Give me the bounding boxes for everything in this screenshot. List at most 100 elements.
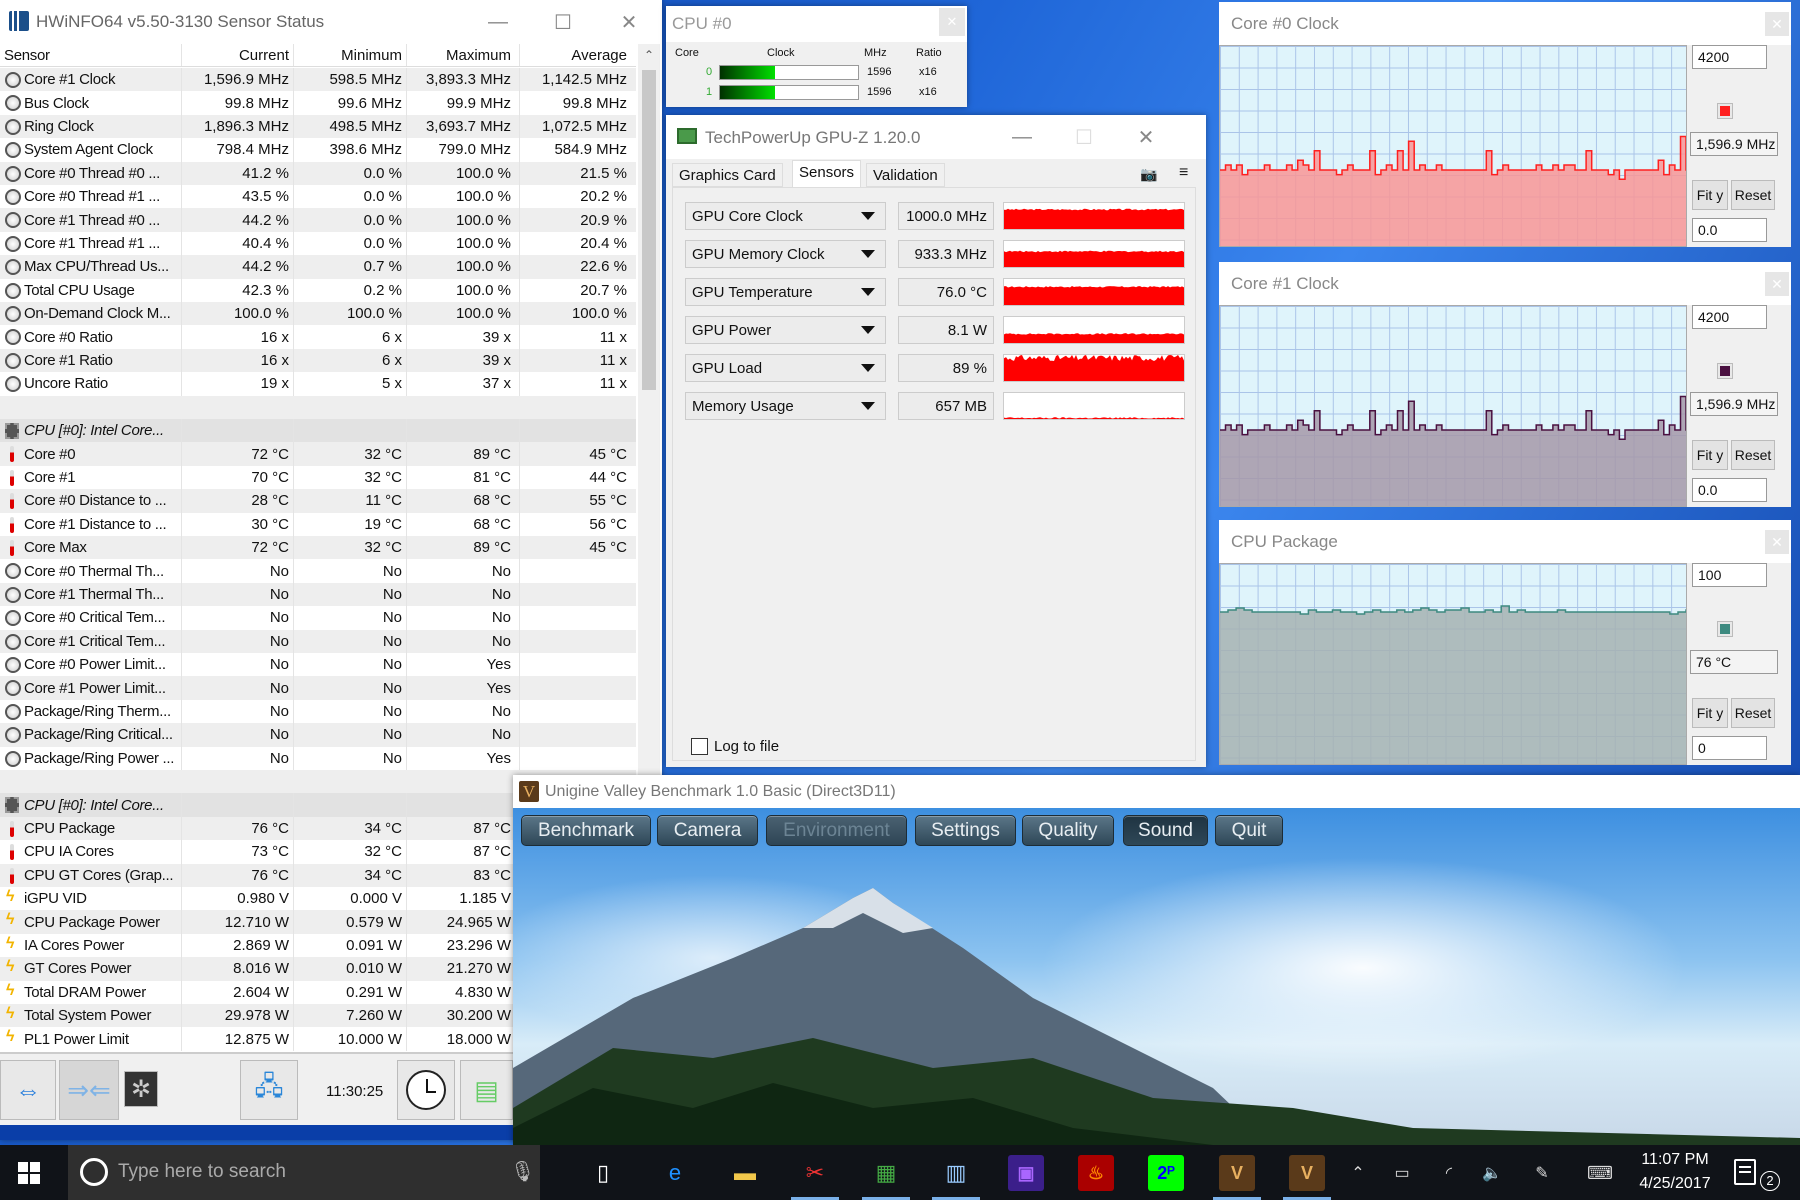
- table-row[interactable]: Package/Ring Power ... No No Yes: [0, 746, 636, 770]
- menu-button-quality[interactable]: Quality: [1022, 815, 1114, 846]
- close-button[interactable]: ✕: [620, 11, 638, 34]
- table-row[interactable]: Total CPU Usage 42.3 % 0.2 % 100.0 % 20.7 %: [0, 278, 636, 302]
- pen-workspace-icon[interactable]: ✎: [1535, 1165, 1549, 1182]
- fan-icon[interactable]: ✲: [124, 1071, 158, 1107]
- close-button[interactable]: ✕: [1765, 530, 1789, 554]
- touch-keyboard-icon[interactable]: ⌨: [1587, 1162, 1613, 1183]
- reset-button[interactable]: Reset: [1731, 180, 1775, 210]
- table-row[interactable]: Core #1 Thermal Th... No No No: [0, 582, 636, 607]
- edge-icon[interactable]: e: [668, 1160, 682, 1185]
- start-windows-icon[interactable]: [18, 1162, 40, 1184]
- close-button[interactable]: ✕: [1765, 12, 1789, 36]
- fit-y-button[interactable]: Fit y: [1692, 180, 1728, 210]
- menu-button-quit[interactable]: Quit: [1215, 815, 1283, 846]
- graph-title-bar[interactable]: CPU Package: [1219, 520, 1791, 563]
- table-row[interactable]: Core #1 Thread #1 ... 40.4 % 0.0 % 100.0 % 2…: [0, 231, 636, 256]
- clock-reset-icon[interactable]: [397, 1060, 455, 1120]
- table-row[interactable]: Package/Ring Therm... No No No: [0, 699, 636, 724]
- table-row[interactable]: CPU IA Cores 73 °C 32 °C 87 °C: [0, 840, 636, 864]
- unigine-valley-icon[interactable]: V: [1289, 1155, 1325, 1191]
- table-row[interactable]: ϟ PL1 Power Limit 12.875 W 10.000 W 18.000 W: [0, 1027, 636, 1051]
- y-min-input[interactable]: 0.0: [1692, 218, 1767, 242]
- search-box[interactable]: Type here to search 🎙: [68, 1145, 540, 1200]
- menu-button-environment[interactable]: Environment: [766, 815, 907, 846]
- sensor-group-header[interactable]: CPU [#0]: Intel Core...: [0, 419, 636, 443]
- tab-graphics-card[interactable]: Graphics Card: [672, 163, 783, 187]
- snipping-tool-icon[interactable]: ✂: [805, 1160, 825, 1185]
- network-icon[interactable]: 🖧: [240, 1060, 298, 1120]
- column-header-sensor[interactable]: Sensor: [0, 44, 182, 67]
- menu-button-camera[interactable]: Camera: [657, 815, 758, 846]
- table-row[interactable]: ϟ IA Cores Power 2.869 W 0.091 W 23.296 W: [0, 933, 636, 958]
- menu-icon[interactable]: ≡: [1179, 164, 1189, 181]
- table-row[interactable]: Core #0 Thread #1 ... 43.5 % 0.0 % 100.0 % 2…: [0, 185, 636, 209]
- table-row[interactable]: Package/Ring Critical... No No No: [0, 723, 636, 747]
- table-row[interactable]: System Agent Clock 798.4 MHz 398.6 MHz 799.…: [0, 138, 636, 162]
- y-max-input[interactable]: 4200: [1692, 305, 1767, 329]
- maximize-button[interactable]: ☐: [554, 11, 572, 34]
- fit-y-button[interactable]: Fit y: [1692, 698, 1728, 728]
- file-explorer-icon[interactable]: ▬: [734, 1160, 756, 1185]
- table-row[interactable]: Core #0 72 °C 32 °C 89 °C 45 °C: [0, 442, 636, 466]
- graph-title-bar[interactable]: Core #1 Clock: [1219, 262, 1791, 305]
- volume-icon[interactable]: 🔈: [1482, 1165, 1502, 1182]
- table-row[interactable]: Core #0 Power Limit... No No Yes: [0, 653, 636, 677]
- sensor-select[interactable]: GPU Core Clock: [685, 202, 886, 230]
- gpuz-title-bar[interactable]: TechPowerUp GPU-Z 1.20.0 — ☐ ✕: [666, 115, 1206, 159]
- table-row[interactable]: Bus Clock 99.8 MHz 99.6 MHz 99.9 MHz 99.8 MH…: [0, 91, 636, 115]
- action-center-icon[interactable]: [1734, 1159, 1756, 1185]
- y-min-input[interactable]: 0.0: [1692, 478, 1767, 502]
- sensor-select[interactable]: GPU Load: [685, 354, 886, 382]
- maximize-button[interactable]: ☐: [1075, 126, 1093, 149]
- expand-columns-icon[interactable]: ⇔: [0, 1060, 56, 1120]
- sensor-select[interactable]: GPU Memory Clock: [685, 240, 886, 268]
- table-row[interactable]: ϟ iGPU VID 0.980 V 0.000 V 1.185 V: [0, 887, 636, 911]
- table-row[interactable]: Core #1 Distance to ... 30 °C 19 °C 68 °C 56…: [0, 512, 636, 536]
- scrollbar-thumb[interactable]: [642, 70, 656, 390]
- close-button[interactable]: ✕: [1137, 126, 1155, 149]
- sensor-group-header[interactable]: CPU [#0]: Intel Core...: [0, 793, 636, 817]
- furmark-icon[interactable]: ♨: [1078, 1155, 1114, 1191]
- column-header-minimum[interactable]: Minimum: [294, 44, 407, 67]
- log-to-file-checkbox[interactable]: [691, 738, 708, 755]
- table-row[interactable]: Core #0 Distance to ... 28 °C 11 °C 68 °C 55…: [0, 489, 636, 513]
- menu-button-benchmark[interactable]: Benchmark: [521, 815, 651, 846]
- reset-button[interactable]: Reset: [1731, 698, 1775, 728]
- column-header-average[interactable]: Average: [571, 46, 627, 64]
- hwinfo-title-bar[interactable]: HWiNFO64 v5.50-3130 Sensor Status — ☐ ✕: [0, 0, 662, 44]
- unigine-valley-icon[interactable]: V: [1219, 1155, 1255, 1191]
- collapse-columns-icon[interactable]: ⇒⇐: [59, 1060, 119, 1120]
- minimize-button[interactable]: —: [488, 10, 508, 33]
- cpu-z-icon[interactable]: ▣: [1008, 1155, 1044, 1191]
- table-row[interactable]: Ring Clock 1,896.3 MHz 498.5 MHz 3,693.7 MH…: [0, 114, 636, 139]
- series-color-swatch[interactable]: [1717, 621, 1733, 637]
- close-button[interactable]: ✕: [939, 8, 965, 36]
- table-row[interactable]: Core #0 Thread #0 ... 41.2 % 0.0 % 100.0 % 2…: [0, 161, 636, 185]
- column-header-maximum[interactable]: Maximum: [407, 44, 520, 67]
- fit-y-button[interactable]: Fit y: [1692, 440, 1728, 470]
- y-max-input[interactable]: 4200: [1692, 45, 1767, 69]
- sensor-select[interactable]: Memory Usage: [685, 392, 886, 420]
- y-min-input[interactable]: 0: [1692, 736, 1767, 760]
- table-row[interactable]: Core #0 Critical Tem... No No No: [0, 606, 636, 630]
- prime95-icon[interactable]: 2ᴾ: [1148, 1155, 1184, 1191]
- show-hidden-icons-chevron-icon[interactable]: ⌃: [1351, 1165, 1365, 1182]
- screenshot-camera-icon[interactable]: 📷: [1140, 166, 1158, 182]
- table-row[interactable]: ϟ GT Cores Power 8.016 W 0.010 W 21.270 W: [0, 957, 636, 981]
- table-row[interactable]: ϟ CPU Package Power 12.710 W 0.579 W 24.965 …: [0, 910, 636, 934]
- scroll-up-icon[interactable]: ⌃: [644, 48, 655, 62]
- unigine-title-bar[interactable]: V Unigine Valley Benchmark 1.0 Basic (Di…: [513, 775, 1800, 808]
- clock-date[interactable]: 4/25/2017: [1639, 1175, 1711, 1192]
- table-row[interactable]: ϟ Total System Power 29.978 W 7.260 W 30.200…: [0, 1004, 636, 1028]
- series-color-swatch[interactable]: [1717, 103, 1733, 119]
- sensor-select[interactable]: GPU Temperature: [685, 278, 886, 306]
- tab-validation[interactable]: Validation: [866, 163, 945, 187]
- series-color-swatch[interactable]: [1717, 363, 1733, 379]
- microphone-icon[interactable]: 🎙: [510, 1161, 536, 1183]
- menu-button-sound[interactable]: Sound: [1123, 815, 1208, 846]
- report-add-icon[interactable]: ▤: [460, 1060, 513, 1120]
- reset-button[interactable]: Reset: [1731, 440, 1775, 470]
- table-row[interactable]: Core #1 Critical Tem... No No No: [0, 629, 636, 653]
- table-row[interactable]: Core #0 Thermal Th... No No No: [0, 559, 636, 583]
